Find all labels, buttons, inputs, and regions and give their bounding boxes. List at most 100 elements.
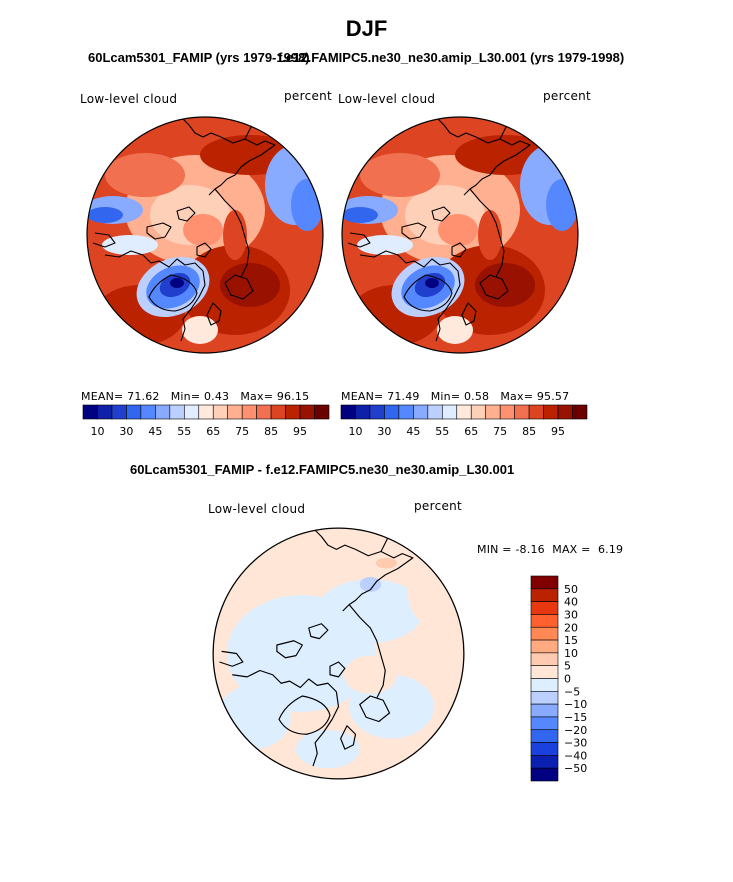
panel1-max-label: Max= (240, 390, 274, 403)
colorbar-swatch (441, 404, 458, 420)
panel1-title: 60Lcam5301_FAMIP (yrs 1979-1998) (88, 50, 310, 65)
panel3-max-label: MAX = (552, 543, 591, 556)
map-field (87, 117, 323, 353)
colorbar-tick-label: 10 (348, 425, 362, 438)
colorbar-swatch (212, 404, 229, 420)
colorbar-tick-label: 75 (493, 425, 507, 438)
panel2-colorbar: 10 30 45 55 65 75 85 95 (340, 404, 588, 438)
map-border (86, 116, 324, 354)
colorbar-swatch (355, 404, 371, 420)
colorbar-tick-label: 95 (293, 425, 307, 438)
panel2-variable-label: Low-level cloud (338, 92, 436, 106)
panel2-max-label: Max= (500, 390, 534, 403)
colorbar-swatch (499, 404, 515, 420)
figure-title: DJF (345, 16, 388, 41)
colorbar-tick-label: 30 (564, 608, 578, 621)
panel1-mean-label: MEAN= (81, 390, 124, 403)
map-field (342, 117, 578, 353)
colorbar-swatch (111, 404, 127, 420)
panel1-stats: MEAN= 71.62 Min= 0.43 Max= 96.15 (81, 390, 309, 403)
colorbar-tick-label: 30 (377, 425, 391, 438)
map-field (213, 528, 464, 779)
colorbar-swatch (299, 404, 315, 420)
colorbar-tick-label: 20 (564, 621, 578, 634)
colorbar-tick-label: 85 (522, 425, 536, 438)
colorbar-tick-label: 95 (551, 425, 565, 438)
colorbar-swatch (530, 755, 559, 769)
panel1-variable-label: Low-level cloud (80, 92, 178, 106)
colorbar-tick-label: 45 (406, 425, 420, 438)
panel3-min-value: -8.16 (515, 543, 545, 556)
colorbar-tick-label: 10 (90, 425, 104, 438)
panel3-units-label: percent (414, 499, 463, 513)
colorbar-swatch (530, 601, 559, 615)
panel2-polar-map (341, 116, 579, 354)
colorbar-swatch (485, 404, 501, 420)
colorbar-swatch (140, 404, 156, 420)
colorbar-tick-label: 85 (264, 425, 278, 438)
map-border (212, 527, 465, 780)
colorbar-swatch (82, 404, 98, 420)
colorbar-tick-label: −20 (564, 724, 587, 737)
colorbar-swatch (530, 767, 559, 782)
colorbar-swatch (97, 404, 113, 420)
panel3-min-label: MIN = (477, 543, 512, 556)
colorbar-swatch (398, 404, 414, 420)
colorbar-swatch (241, 404, 257, 420)
colorbar-tick-label: 75 (235, 425, 249, 438)
panel2-min-value: 0.58 (463, 390, 490, 403)
panel3-max-value: 6.19 (597, 543, 624, 556)
colorbar-swatch (198, 404, 214, 420)
colorbar-swatch (256, 404, 272, 420)
colorbar-swatch (528, 404, 544, 420)
colorbar-swatch (557, 404, 573, 420)
colorbar-tick-label: 65 (206, 425, 220, 438)
panel1-units-label: percent (284, 89, 333, 103)
panel2-mean-label: MEAN= (341, 390, 384, 403)
colorbar-tick-label: −5 (564, 685, 580, 698)
map-border (341, 116, 579, 354)
panel1-colorbar: 10 30 45 55 65 75 85 95 (82, 404, 330, 438)
colorbar-tick-label: 15 (564, 634, 578, 647)
colorbar-swatch (530, 716, 559, 731)
colorbar-swatch (183, 404, 200, 420)
panel2-max-value: 95.57 (536, 390, 570, 403)
colorbar-swatch (340, 404, 356, 420)
colorbar-swatch (530, 614, 559, 628)
colorbar-tick-label: −10 (564, 698, 587, 711)
colorbar-swatch (530, 575, 559, 590)
panel1-mean-value: 71.62 (127, 390, 160, 403)
colorbar-tick-label: 65 (464, 425, 478, 438)
panel1-polar-map (86, 116, 324, 354)
colorbar-swatch (530, 691, 559, 705)
panel3-variable-label: Low-level cloud (208, 502, 306, 516)
colorbar-swatch (384, 404, 400, 420)
panel1-min-label: Min= (170, 390, 201, 403)
colorbar-swatch (126, 404, 142, 420)
colorbar-swatch (227, 404, 243, 420)
panel3-stats: MIN = -8.16 MAX = 6.19 (477, 543, 623, 556)
colorbar-swatch (169, 404, 185, 420)
colorbar-tick-label: 5 (564, 660, 571, 673)
colorbar-tick-label: −15 (564, 711, 587, 724)
panel3-polar-map (212, 527, 465, 780)
colorbar-swatch (530, 678, 559, 692)
colorbar-swatch (530, 742, 559, 756)
colorbar-swatch (427, 404, 443, 420)
panel2-mean-value: 71.49 (387, 390, 420, 403)
colorbar-swatch (456, 404, 472, 420)
panel2-title: f.e12.FAMIPC5.ne30_ne30.amip_L30.001 (yr… (278, 50, 625, 65)
panel2-min-label: Min= (430, 390, 461, 403)
colorbar-swatch (530, 639, 559, 654)
colorbar-swatch (543, 404, 559, 420)
colorbar-swatch (530, 729, 559, 743)
colorbar-swatch (285, 404, 301, 420)
colorbar-tick-label: −50 (564, 762, 587, 775)
panel2-stats: MEAN= 71.49 Min= 0.58 Max= 95.57 (341, 390, 569, 403)
colorbar-swatch (530, 626, 559, 641)
colorbar-swatch (530, 588, 559, 602)
colorbar-swatch (369, 404, 385, 420)
colorbar-swatch (270, 404, 286, 420)
panel2-units-label: percent (543, 89, 592, 103)
